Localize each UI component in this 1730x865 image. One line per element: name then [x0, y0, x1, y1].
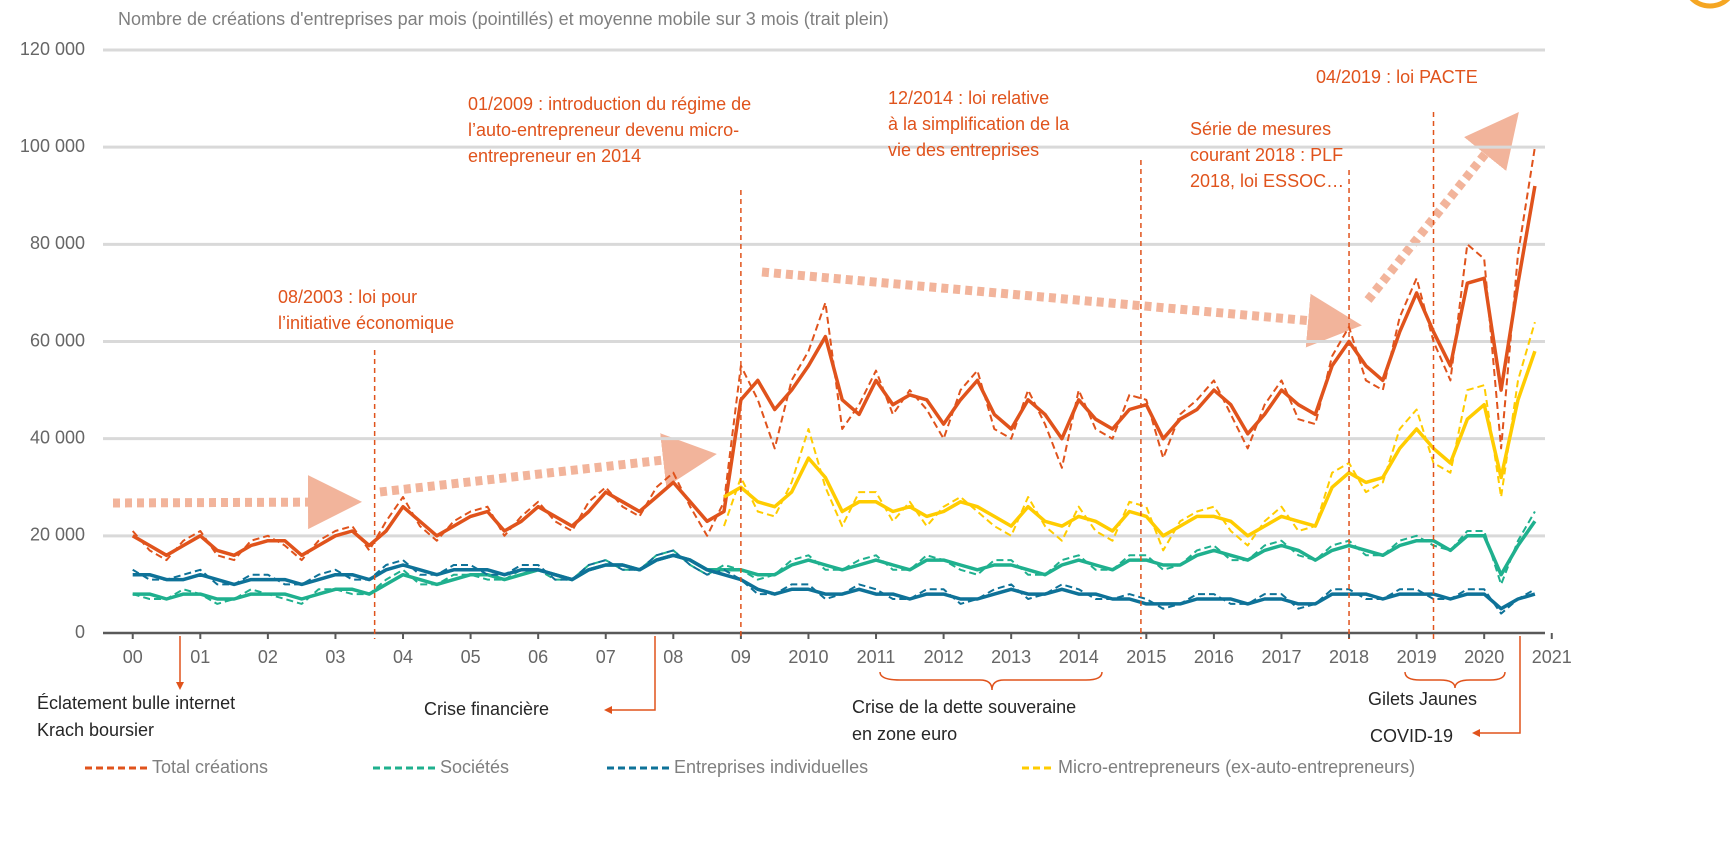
event-label: 01/2009 : introduction du régime de	[468, 94, 751, 114]
crisis-bracket	[879, 671, 1103, 691]
y-tick-label: 80 000	[30, 233, 85, 253]
crisis-label: Gilets Jaunes	[1368, 689, 1477, 709]
y-tick-label: 60 000	[30, 330, 85, 350]
x-tick-label: 05	[461, 647, 481, 667]
plot	[131, 147, 1537, 615]
event-label: courant 2018 : PLF	[1190, 145, 1343, 165]
legend-label: Total créations	[152, 757, 268, 777]
x-tick-label: 06	[528, 647, 548, 667]
moving-average-line	[723, 350, 1537, 538]
event-label: Série de mesures	[1190, 119, 1331, 139]
trend-arrows	[112, 111, 1519, 530]
x-tick-label: 07	[596, 647, 616, 667]
x-tick-label: 2016	[1194, 647, 1234, 667]
x-tick-label: 08	[663, 647, 683, 667]
x-tick-label: 2013	[991, 647, 1031, 667]
x-tick-label: 03	[325, 647, 345, 667]
event-label: l’auto-entrepreneur devenu micro-	[468, 120, 739, 140]
event-label: 12/2014 : loi relative	[888, 88, 1049, 108]
legend-label: Entreprises individuelles	[674, 757, 868, 777]
event-label: entrepreneur en 2014	[468, 146, 641, 166]
x-tick-label: 2017	[1261, 647, 1301, 667]
event-label: l’initiative économique	[278, 313, 454, 333]
x-tick-label: 09	[731, 647, 751, 667]
logo	[1689, 0, 1730, 9]
moving-average-line	[131, 185, 1537, 558]
trend-arrow	[1364, 111, 1519, 303]
x-tick-label: 2015	[1126, 647, 1166, 667]
crisis-label: Krach boursier	[37, 720, 154, 740]
monthly-line	[723, 321, 1536, 552]
crisis-markers	[176, 636, 1521, 737]
y-tick-label: 40 000	[30, 427, 85, 447]
event-label: à la simplification de la	[888, 114, 1070, 134]
event-label: 08/2003 : loi pour	[278, 287, 417, 307]
x-tick-label: 2020	[1464, 647, 1504, 667]
crisis-bracket	[1404, 671, 1506, 689]
trend-arrow	[761, 267, 1362, 348]
y-tick-label: 20 000	[30, 525, 85, 545]
y-tick-label: 120 000	[20, 39, 85, 59]
event-label: vie des entreprises	[888, 140, 1039, 160]
crisis-label: en zone euro	[852, 724, 957, 744]
trend-arrow	[379, 433, 717, 497]
x-tick-label: 04	[393, 647, 413, 667]
x-tick-label: 2021	[1532, 647, 1572, 667]
crisis-label: Éclatement bulle internet	[37, 693, 235, 713]
y-tick-label: 0	[75, 622, 85, 642]
x-tick-label: 00	[123, 647, 143, 667]
event-label: 04/2019 : loi PACTE	[1316, 67, 1478, 87]
x-tick-label: 2014	[1059, 647, 1099, 667]
y-tick-label: 100 000	[20, 136, 85, 156]
x-tick-label: 2018	[1329, 647, 1369, 667]
crisis-label: Crise de la dette souveraine	[852, 697, 1076, 717]
moving-average-line	[132, 553, 1536, 611]
crisis-arrow	[604, 636, 656, 714]
x-tick-label: 2019	[1397, 647, 1437, 667]
crisis-label: COVID-19	[1370, 726, 1453, 746]
x-tick-label: 01	[190, 647, 210, 667]
crisis-label: Crise financière	[424, 699, 549, 719]
monthly-line	[132, 510, 1536, 605]
chart-title: Nombre de créations d'entreprises par mo…	[118, 9, 889, 29]
event-label: 2018, loi ESSOC…	[1190, 171, 1344, 191]
x-tick-label: 2010	[788, 647, 828, 667]
crisis-arrow	[1472, 636, 1521, 737]
x-tick-label: 2012	[924, 647, 964, 667]
x-tick-label: 2011	[857, 647, 896, 667]
legend-label: Micro-entrepreneurs (ex-auto-entrepreneu…	[1058, 757, 1415, 777]
x-tick-label: 02	[258, 647, 278, 667]
monthly-line	[132, 549, 1536, 615]
moving-average-line	[132, 520, 1537, 601]
legend-label: Sociétés	[440, 757, 509, 777]
trend-arrow	[112, 475, 362, 530]
